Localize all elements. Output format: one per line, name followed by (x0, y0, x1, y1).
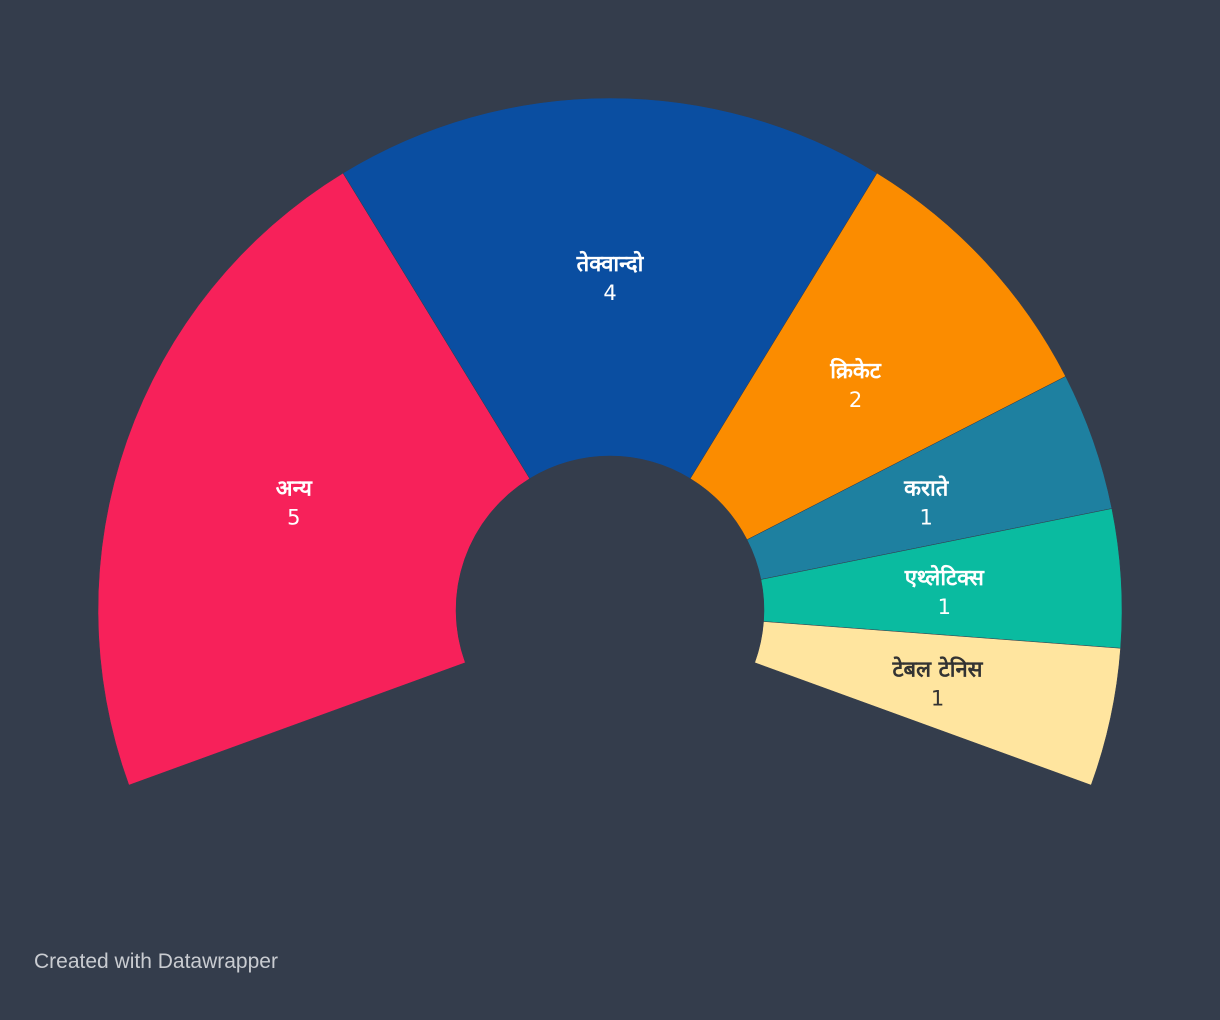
slice-value-0: 5 (287, 505, 300, 529)
slice-2 (689, 172, 1066, 541)
slice-value-1: 4 (603, 281, 616, 305)
slice-value-4: 1 (938, 595, 951, 619)
slice-label-3: कराते (903, 474, 950, 501)
slice-label-5: टेबल टेनिस (891, 656, 983, 683)
chart-labels: अन्य 5 तेक्वान्दो 4 क्रिकेट 2 कराते 1 एथ्लेटिक्स… (276, 250, 985, 711)
slice-label-2: क्रिकेट (829, 357, 881, 384)
slice-0 (97, 172, 531, 786)
slice-value-3: 1 (920, 505, 933, 529)
chart-slices (97, 97, 1123, 786)
slice-label-1: तेक्वान्दो (576, 250, 645, 277)
slice-1 (342, 97, 878, 479)
slice-label-4: एथ्लेटिक्स (904, 564, 985, 591)
slice-value-2: 2 (849, 388, 862, 412)
datawrapper-credit: Created with Datawrapper (34, 950, 278, 973)
slice-value-5: 1 (931, 687, 944, 711)
slice-5 (754, 621, 1121, 786)
slice-label-0: अन्य (276, 476, 313, 501)
